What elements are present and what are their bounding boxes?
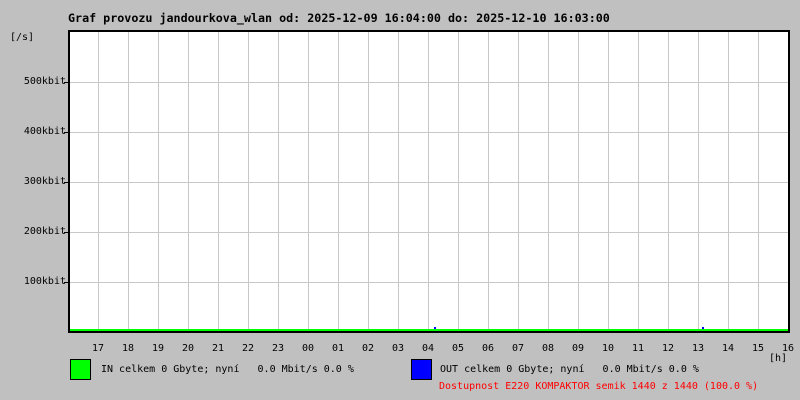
gridline-horizontal (70, 132, 788, 133)
x-axis-tick-label: 10 (601, 343, 615, 354)
gridline-horizontal (70, 282, 788, 283)
x-axis-tick-label: 00 (301, 343, 315, 354)
legend-out-swatch (411, 359, 432, 380)
gridline-vertical (338, 32, 339, 331)
x-axis-tick-label: 13 (691, 343, 705, 354)
x-axis-tick-label: 22 (241, 343, 255, 354)
x-axis-tick-label: 01 (331, 343, 345, 354)
x-axis-tick-label: 12 (661, 343, 675, 354)
gridline-vertical (608, 32, 609, 331)
x-axis-tick-label: 17 (91, 343, 105, 354)
x-axis-tick-label: 15 (751, 343, 765, 354)
x-axis-unit-label: [h] (769, 353, 788, 364)
x-axis-tick-label: 06 (481, 343, 495, 354)
gridline-vertical (428, 32, 429, 331)
gridline-vertical (188, 32, 189, 331)
x-axis-tick-label: 18 (121, 343, 135, 354)
series-out-blip (701, 327, 704, 329)
gridline-vertical (668, 32, 669, 331)
gridline-vertical (98, 32, 99, 331)
y-axis-tick-label: 100kbit (23, 276, 66, 287)
series-line-in (70, 329, 788, 331)
gridline-vertical (698, 32, 699, 331)
y-axis-tick-mark (64, 232, 68, 233)
gridline-vertical (458, 32, 459, 331)
x-axis-tick-label: 16 (781, 343, 795, 354)
x-axis-tick-label: 14 (721, 343, 735, 354)
series-out-blip (434, 327, 436, 329)
gridline-vertical (758, 32, 759, 331)
x-axis-tick-label: 23 (271, 343, 285, 354)
gridline-vertical (488, 32, 489, 331)
gridline-vertical (398, 32, 399, 331)
gridline-horizontal (70, 232, 788, 233)
x-axis-tick-label: 03 (391, 343, 405, 354)
plot-area (68, 30, 790, 333)
y-axis-tick-mark (64, 82, 68, 83)
x-axis-tick-label: 08 (541, 343, 555, 354)
x-axis-tick-label: 11 (631, 343, 645, 354)
gridline-vertical (728, 32, 729, 331)
gridline-vertical (578, 32, 579, 331)
x-axis-tick-label: 04 (421, 343, 435, 354)
y-axis-tick-mark (64, 132, 68, 133)
x-axis-tick-label: 19 (151, 343, 165, 354)
legend-in-label: IN celkem 0 Gbyte; nyní 0.0 Mbit/s 0.0 % (101, 364, 354, 375)
x-axis-tick-label: 05 (451, 343, 465, 354)
gridline-vertical (368, 32, 369, 331)
x-axis-tick-label: 07 (511, 343, 525, 354)
gridline-vertical (158, 32, 159, 331)
y-axis-tick-mark (64, 182, 68, 183)
availability-text: Dostupnost E220 KOMPAKTOR semik 1440 z 1… (439, 381, 759, 392)
gridline-vertical (308, 32, 309, 331)
gridline-horizontal (70, 182, 788, 183)
x-axis-tick-label: 02 (361, 343, 375, 354)
y-axis-tick-label: 200kbit (23, 226, 66, 237)
gridline-vertical (218, 32, 219, 331)
gridline-vertical (638, 32, 639, 331)
gridline-vertical (518, 32, 519, 331)
gridline-vertical (248, 32, 249, 331)
x-axis-tick-label: 21 (211, 343, 225, 354)
y-axis-unit-label: [/s] (10, 32, 35, 43)
gridline-vertical (278, 32, 279, 331)
y-axis-tick-label: 400kbit (23, 126, 66, 137)
graph-title: Graf provozu jandourkova_wlan od: 2025-1… (68, 11, 610, 25)
y-axis-tick-label: 300kbit (23, 176, 66, 187)
y-axis-tick-label: 500kbit (23, 76, 66, 87)
y-axis-tick-mark (64, 282, 68, 283)
legend-in-swatch (70, 359, 91, 380)
legend-out-label: OUT celkem 0 Gbyte; nyní 0.0 Mbit/s 0.0 … (440, 364, 699, 375)
x-axis-tick-label: 20 (181, 343, 195, 354)
gridline-horizontal (70, 82, 788, 83)
gridline-vertical (548, 32, 549, 331)
gridline-vertical (128, 32, 129, 331)
x-axis-tick-label: 09 (571, 343, 585, 354)
